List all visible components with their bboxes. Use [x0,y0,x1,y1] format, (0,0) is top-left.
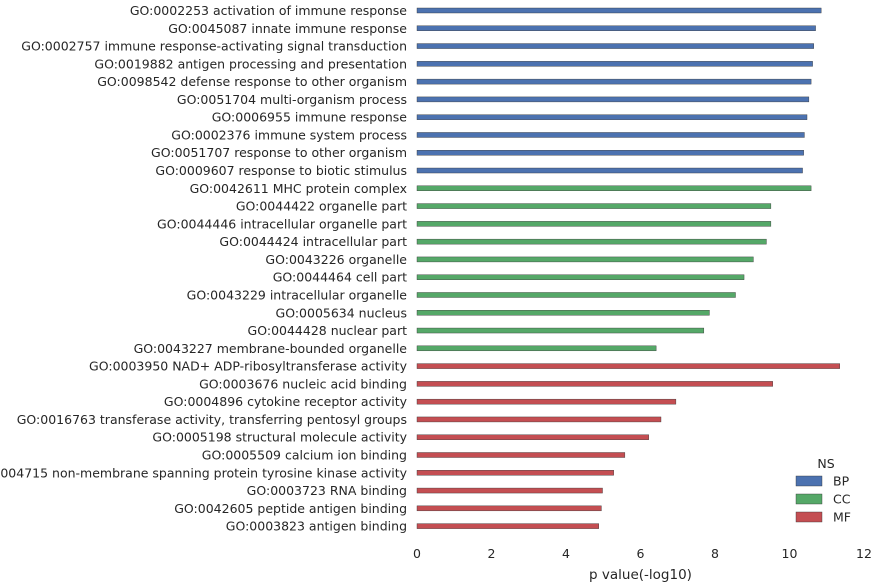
x-axis-title: p value(-log10) [589,567,692,583]
legend-swatch-mf [795,511,823,523]
category-label: GO:0002253 activation of immune response [130,3,407,18]
legend-items: BP CC MF [795,474,851,525]
bar-mf [416,470,614,476]
bar-bp [416,114,808,120]
bar-bp [416,61,813,67]
bar-cc [416,221,772,227]
category-label: GO:0005198 structural molecule activity [152,430,407,445]
bar-bp [416,25,816,31]
x-tick-label: 4 [562,546,570,561]
bar-cc [416,238,767,245]
bar-bp [416,150,804,156]
category-label: GO:0004715 non-membrane spanning protein… [0,465,408,480]
legend-swatch-cc [795,493,823,505]
bar-cc [416,345,657,352]
category-label: GO:0045087 innate immune response [168,21,407,36]
category-label: GO:0009607 response to biotic stimulus [155,163,407,178]
category-label: GO:0016763 transferase activity, transfe… [17,412,407,427]
category-label: GO:0043229 intracellular organelle [187,287,408,302]
bar-mf [416,505,602,512]
category-label: GO:0006955 immune response [212,110,408,125]
x-tick-label: 12 [856,546,872,561]
category-label: GO:0051707 response to other organism [151,145,407,160]
category-label: GO:0042611 MHC protein complex [190,181,407,196]
bar-bp [416,167,803,174]
category-label: GO:0003676 nucleic acid binding [199,376,407,391]
bar-bp [416,7,822,14]
bar-cc [416,203,772,209]
bar-mf [416,523,599,529]
category-label: GO:0005634 nucleus [276,305,407,320]
category-label: GO:0044446 intracellular organelle part [157,216,407,231]
legend-swatch-bp [795,475,823,487]
bar-cc [416,185,812,192]
bar-cc [416,327,705,334]
category-label: GO:0042605 peptide antigen binding [174,501,407,516]
x-tick-label: 10 [782,546,798,561]
category-label: GO:0051704 multi-organism process [177,92,407,107]
bar-cc [416,310,710,316]
bar-mf [416,381,773,387]
category-label: GO:0002376 immune system process [171,127,407,142]
category-label: GO:0043226 organelle [265,252,407,267]
legend-label-cc: CC [833,492,851,507]
bar-mf [416,398,677,405]
category-label: GO:0044424 intracellular part [219,234,407,249]
category-label: GO:0004896 cytokine receptor activity [164,394,408,409]
bars-layer [416,7,840,529]
category-label: GO:0002757 immune response-activating si… [21,39,407,54]
bar-mf [416,416,662,423]
category-label: GO:0044428 nuclear part [248,323,408,338]
bar-cc [416,292,736,298]
category-label: GO:0043227 membrane-bounded organelle [134,341,408,356]
x-tick-label: 6 [637,546,645,561]
category-label: GO:0098542 defense response to other org… [97,74,407,89]
legend-label-mf: MF [833,510,851,525]
category-label: GO:0003950 NAD+ ADP-ribosyltransferase a… [89,359,408,374]
bar-cc [416,274,745,280]
legend: NS BP CC MF [795,456,851,525]
x-tick-label: 8 [711,546,719,561]
category-label: GO:0019882 antigen processing and presen… [94,56,407,71]
x-tick-label: 2 [488,546,496,561]
bar-mf [416,452,626,458]
category-label: GO:0003723 RNA binding [247,483,407,498]
bar-bp [416,43,814,49]
x-tick-label: 0 [413,546,421,561]
legend-label-bp: BP [833,474,850,489]
bar-bp [416,132,805,138]
category-label: GO:0003823 antigen binding [226,519,407,534]
bar-bp [416,78,812,85]
legend-title: NS [817,456,834,471]
category-label: GO:0044464 cell part [273,270,407,285]
bar-mf [416,434,649,440]
bar-mf [416,363,840,369]
bar-bp [416,96,810,103]
x-axis-ticks: 0 2 4 6 8 10 12 [413,546,872,561]
category-label: GO:0044422 organelle part [236,199,407,214]
category-labels: GO:0002253 activation of immune response… [0,3,408,534]
category-label: GO:0005509 calcium ion binding [202,448,407,463]
bar-mf [416,487,603,494]
bar-cc [416,256,754,263]
